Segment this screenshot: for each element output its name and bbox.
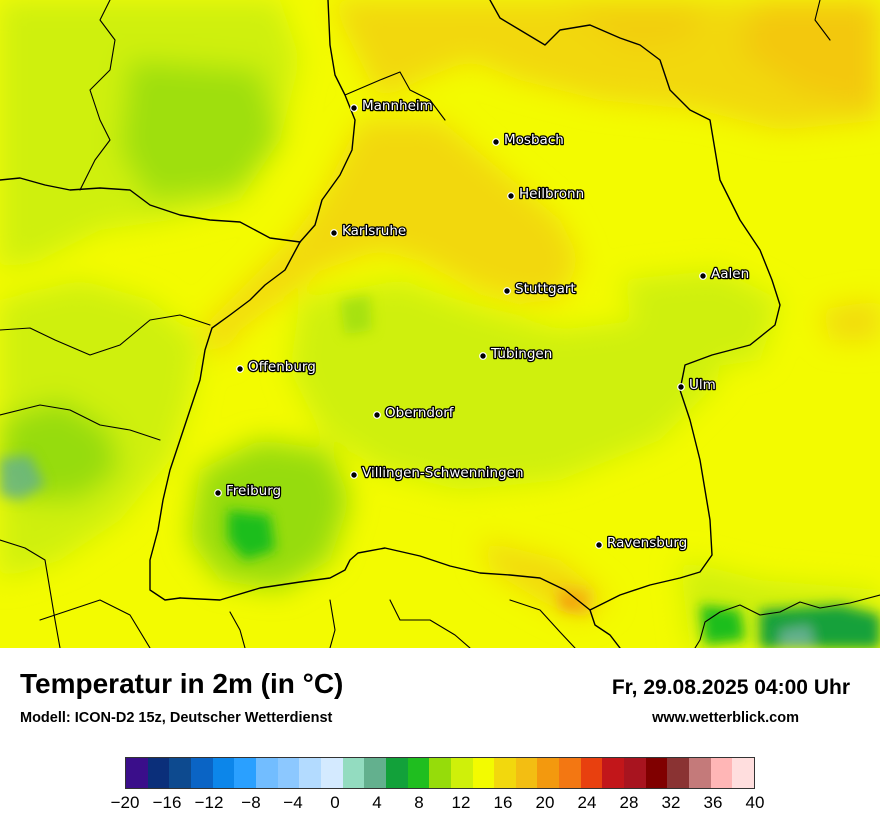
color-swatch xyxy=(515,758,538,788)
scale-tick-label: 40 xyxy=(745,793,765,812)
scale-tick-label: 32 xyxy=(661,793,681,812)
city-dot xyxy=(479,352,487,360)
city-marker: Offenburg xyxy=(236,358,317,376)
color-swatch xyxy=(602,758,625,788)
color-swatch xyxy=(537,758,560,788)
map-title: Temperatur in 2m (in °C) xyxy=(20,668,344,699)
city-dot xyxy=(699,272,707,280)
color-swatch xyxy=(624,758,646,788)
color-swatch xyxy=(689,758,711,788)
scale-tick-label: −8 xyxy=(241,793,261,812)
city-dot xyxy=(350,104,358,112)
city-marker: Mannheim xyxy=(350,97,434,115)
city-dot xyxy=(373,411,381,419)
city-marker: Ulm xyxy=(677,376,717,394)
city-dot xyxy=(503,287,511,295)
scale-tick-label: 28 xyxy=(619,793,639,812)
city-marker: Ravensburg xyxy=(595,534,689,552)
city-label: Tübingen xyxy=(490,346,552,362)
color-scale-ticks: −20 −16 −12 −8 −4 0 4 8 12 16 20 24 28 32 36 40 xyxy=(111,793,765,817)
city-dot xyxy=(595,541,603,549)
city-dot xyxy=(677,383,685,391)
city-marker: Aalen xyxy=(699,265,750,283)
city-label: Stuttgart xyxy=(515,281,576,297)
color-swatch xyxy=(212,758,235,788)
color-swatch xyxy=(169,758,191,788)
map-footer: Temperatur in 2m (in °C) Modell: ICON-D2… xyxy=(0,648,880,830)
color-swatch xyxy=(364,758,386,788)
color-swatch xyxy=(299,758,321,788)
borders xyxy=(0,0,880,648)
city-label: Mosbach xyxy=(504,132,564,148)
city-marker: Tübingen xyxy=(479,345,554,363)
temperature-field xyxy=(0,0,880,648)
color-swatch xyxy=(407,758,430,788)
city-marker: Stuttgart xyxy=(503,280,577,298)
color-swatch xyxy=(450,758,473,788)
color-swatch xyxy=(472,758,495,788)
color-swatch xyxy=(320,758,343,788)
city-dot xyxy=(492,138,500,146)
website-link[interactable]: www.wetterblick.com xyxy=(652,710,799,726)
color-swatch xyxy=(190,758,213,788)
scale-tick-label: −16 xyxy=(152,793,182,812)
city-dot xyxy=(236,365,244,373)
city-marker: Karlsruhe xyxy=(330,222,408,240)
city-marker: Freiburg xyxy=(214,482,282,500)
color-swatch xyxy=(645,758,668,788)
color-swatch xyxy=(710,758,733,788)
color-swatch xyxy=(126,758,148,788)
city-label: Offenburg xyxy=(248,359,316,375)
forecast-datetime: Fr, 29.08.2025 04:00 Uhr xyxy=(611,676,850,699)
scale-tick-label: 24 xyxy=(577,793,597,812)
color-swatch xyxy=(429,758,451,788)
color-swatch xyxy=(255,758,278,788)
scale-tick-label: 0 xyxy=(330,793,340,812)
city-dot xyxy=(350,471,358,479)
color-swatch xyxy=(667,758,690,788)
scale-tick-label: −4 xyxy=(283,793,303,812)
city-dot xyxy=(214,489,222,497)
scale-tick-label: 16 xyxy=(493,793,513,812)
city-markers: Mannheim Mosbach Heilbronn Karlsruhe Aalen St… xyxy=(214,97,750,552)
city-dot xyxy=(330,229,338,237)
scale-tick-label: 8 xyxy=(414,793,424,812)
color-swatch xyxy=(277,758,300,788)
color-swatch xyxy=(559,758,581,788)
city-label: Heilbronn xyxy=(519,186,584,202)
city-label: Freiburg xyxy=(226,483,281,499)
color-swatch xyxy=(147,758,170,788)
color-swatch xyxy=(494,758,516,788)
scale-tick-label: 4 xyxy=(372,793,382,812)
model-source: Modell: ICON-D2 15z, Deutscher Wetterdie… xyxy=(20,710,333,726)
city-label: Ravensburg xyxy=(607,535,687,551)
color-scale xyxy=(125,757,755,789)
city-label: Mannheim xyxy=(362,98,433,114)
city-label: Aalen xyxy=(711,266,749,282)
city-marker: Mosbach xyxy=(492,131,565,149)
city-label: Ulm xyxy=(689,377,716,393)
temperature-map: Mannheim Mosbach Heilbronn Karlsruhe Aalen St… xyxy=(0,0,880,648)
color-swatch xyxy=(342,758,365,788)
city-marker: Oberndorf xyxy=(373,404,456,422)
city-marker: Villingen-Schwenningen xyxy=(350,464,525,482)
scale-tick-label: 36 xyxy=(703,793,723,812)
color-swatch xyxy=(234,758,256,788)
color-swatch xyxy=(580,758,603,788)
city-label: Villingen-Schwenningen xyxy=(362,465,524,481)
color-swatch xyxy=(732,758,755,788)
city-dot xyxy=(507,192,515,200)
scale-tick-label: 20 xyxy=(535,793,555,812)
city-label: Oberndorf xyxy=(385,405,455,421)
color-swatch xyxy=(385,758,408,788)
scale-tick-label: −12 xyxy=(194,793,224,812)
city-label: Karlsruhe xyxy=(342,223,406,239)
city-marker: Heilbronn xyxy=(507,185,585,203)
scale-tick-label: 12 xyxy=(451,793,471,812)
scale-tick-label: −20 xyxy=(110,793,140,812)
